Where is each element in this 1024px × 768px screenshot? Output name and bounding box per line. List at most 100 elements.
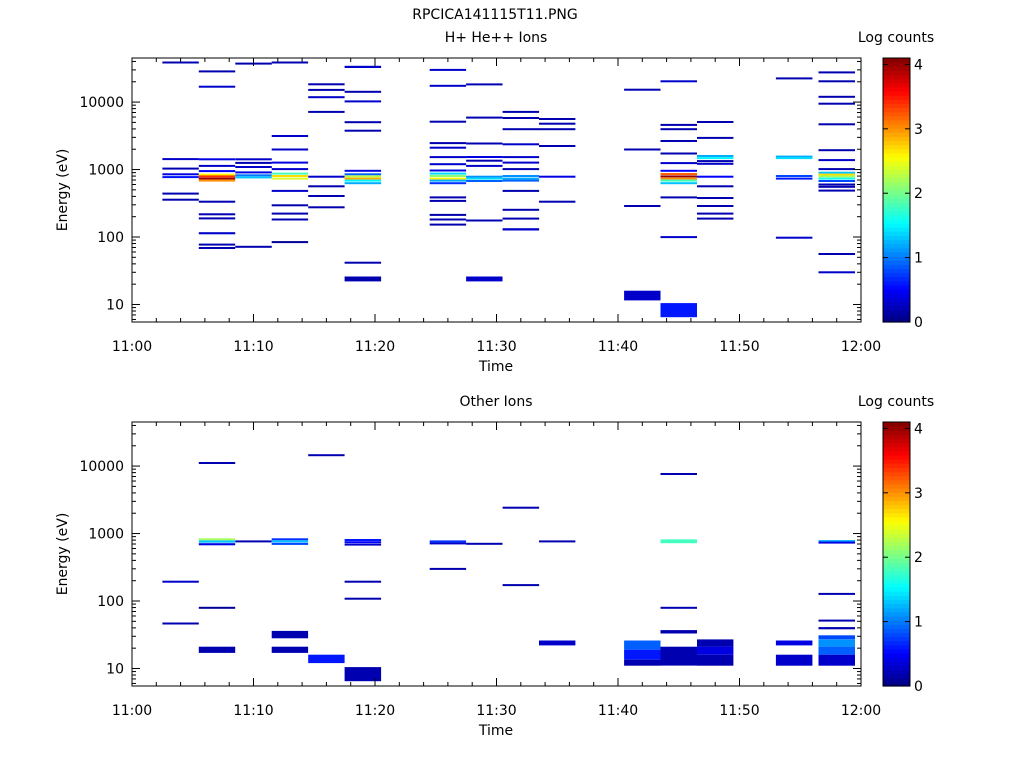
heatmap-cell	[539, 175, 576, 178]
colorbar-tick-label: 1	[914, 615, 923, 631]
heatmap-cell	[271, 241, 309, 244]
heatmap-cell	[271, 204, 309, 207]
colorbar-segment	[883, 611, 910, 617]
colorbar-segment	[883, 132, 910, 137]
colorbar-segment	[883, 512, 910, 518]
colorbar-segment	[883, 628, 910, 633]
colorbar-segment	[883, 566, 910, 572]
x-tick-label: 11:50	[719, 703, 759, 719]
heatmap-cell	[818, 627, 855, 630]
colorbar-segment	[883, 301, 910, 307]
y-tick-label: 10	[106, 297, 124, 313]
heatmap-cell	[429, 156, 467, 159]
colorbar-segment	[883, 210, 910, 216]
heatmap-cell	[344, 580, 382, 583]
heatmap-cell	[198, 175, 236, 178]
colorbar-segment	[883, 194, 910, 199]
colorbar-segment	[883, 214, 910, 220]
colorbar-segment	[883, 607, 910, 613]
heatmap-cell	[502, 161, 540, 164]
colorbar-segment	[883, 202, 910, 208]
colorbar-segment	[883, 181, 910, 187]
heatmap-cell	[162, 158, 199, 161]
colorbar-segment	[883, 103, 910, 109]
heatmap-cell	[198, 606, 236, 609]
y-tick-label: 100	[97, 594, 124, 610]
heatmap-cell	[818, 654, 855, 666]
heatmap-cell	[502, 128, 540, 131]
heatmap-cell	[466, 177, 503, 180]
heatmap-cell	[271, 168, 309, 171]
colorbar-label: Log counts	[858, 30, 934, 46]
heatmap-cell	[466, 83, 503, 86]
heatmap-cell	[502, 168, 540, 171]
colorbar-segment	[883, 66, 910, 71]
colorbar-segment	[883, 264, 910, 269]
heatmap-cell	[502, 143, 540, 146]
heatmap-cell	[818, 592, 855, 595]
colorbar-segment	[883, 615, 910, 621]
colorbar-segment	[883, 165, 910, 170]
heatmap-cell	[271, 177, 309, 180]
colorbar-segment	[883, 247, 910, 253]
y-axis-label: Energy (eV)	[55, 513, 71, 596]
y-axis-label: Energy (eV)	[55, 149, 71, 232]
heatmap-cell	[775, 175, 813, 177]
heatmap-cell	[818, 271, 855, 274]
x-tick-label: 11:10	[233, 703, 273, 719]
x-tick-label: 11:40	[598, 703, 638, 719]
panel-h-he-ions: H+ He++ Ions Log counts Time Energy (eV)…	[55, 30, 934, 375]
x-tick-label: 11:00	[112, 339, 152, 355]
colorbar-segment	[883, 231, 910, 236]
heatmap-cell	[818, 175, 855, 178]
colorbar-segment	[883, 653, 910, 658]
x-tick-label: 11:30	[476, 703, 516, 719]
heatmap-cell	[344, 177, 382, 180]
colorbar-segment	[883, 119, 910, 125]
heatmap-cell	[818, 159, 855, 162]
colorbar-tick-label: 3	[914, 122, 923, 138]
heatmap-cell	[539, 200, 576, 203]
heatmap-cell	[660, 473, 697, 475]
heatmap-cell	[466, 156, 503, 158]
heatmap-cell	[198, 538, 236, 541]
heatmap-cell	[198, 232, 236, 235]
colorbar-segment	[883, 636, 910, 642]
colorbar-segment	[883, 463, 910, 468]
x-tick-label: 11:40	[598, 339, 638, 355]
colorbar-segment	[883, 488, 910, 493]
heatmap-cell	[198, 243, 236, 246]
heatmap-cell	[198, 247, 236, 249]
heatmap-cell	[344, 169, 382, 172]
colorbar-segment	[883, 111, 910, 117]
heatmap-cell	[271, 161, 309, 164]
colorbar-segment	[883, 293, 910, 298]
heatmap-cell	[308, 110, 345, 113]
heatmap-cell	[344, 543, 382, 546]
colorbar-segment	[883, 591, 910, 596]
heatmap-cell	[162, 622, 199, 625]
colorbar-segment	[883, 545, 910, 551]
colorbar-segment	[883, 644, 910, 650]
colorbar-segment	[883, 529, 910, 534]
heatmap-cell	[660, 140, 697, 142]
heatmap-cell	[162, 167, 199, 170]
heatmap-cell	[539, 145, 576, 147]
colorbar-segment	[883, 430, 910, 435]
colorbar-segment	[883, 297, 910, 302]
colorbar-segment	[883, 206, 910, 212]
colorbar-segment	[883, 549, 910, 555]
heatmap-cell	[271, 189, 309, 192]
heatmap-cell	[344, 100, 382, 103]
x-tick-label: 11:20	[355, 339, 395, 355]
heatmap-cell	[539, 122, 576, 125]
heatmap-cell	[271, 630, 309, 639]
heatmap-cell	[308, 195, 345, 197]
heatmap-cell	[660, 236, 697, 239]
colorbar-segment	[883, 673, 910, 679]
heatmap-cell	[308, 654, 345, 664]
colorbar-segment	[883, 313, 910, 319]
x-tick-label: 11:20	[355, 703, 395, 719]
colorbar-tick-label: 0	[914, 679, 923, 695]
heatmap-cell	[271, 646, 309, 653]
